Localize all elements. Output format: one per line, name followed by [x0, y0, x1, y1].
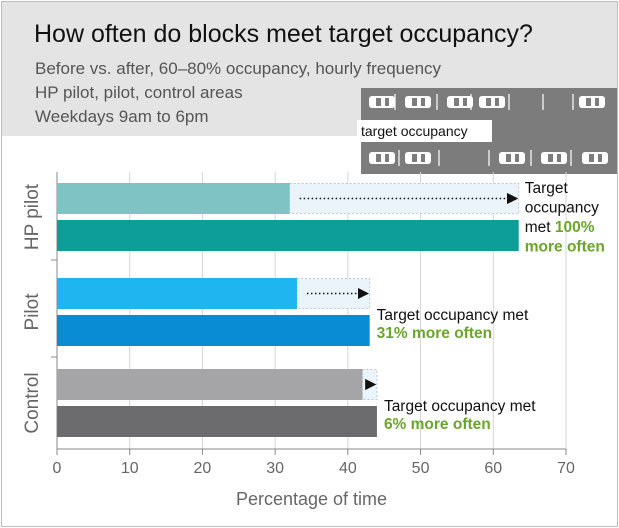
annotation-text: occupancy — [525, 200, 599, 217]
x-tick-label: 0 — [53, 460, 62, 477]
parked-car-icon — [405, 152, 431, 164]
improvement-box — [361, 369, 378, 400]
subtitle-line-3: Weekdays 9am to 6pm — [35, 107, 209, 126]
annotation-span: Target occupancy met — [384, 398, 536, 415]
annotation-span: 31% more often — [377, 325, 492, 342]
annotation-text: met 100% — [525, 219, 595, 236]
x-tick-label: 60 — [484, 460, 502, 477]
x-axis-label: Percentage of time — [236, 489, 387, 509]
chart-title: How often do blocks meet target occupanc… — [34, 20, 533, 48]
bar-before-pilot — [57, 278, 297, 309]
x-tick-label: 50 — [412, 460, 430, 477]
category-label: Control — [22, 372, 43, 433]
x-tick-label: 20 — [194, 460, 212, 477]
improvement-box — [296, 278, 371, 309]
annotation-span: Target occupancy met — [377, 307, 529, 324]
parked-car-icon — [582, 152, 608, 164]
parked-car-icon — [369, 96, 395, 108]
category-label: Pilot — [22, 293, 43, 331]
target-occupancy-label: target occupancy — [357, 120, 492, 142]
bar-after-pilot — [57, 315, 370, 346]
annotation-span: 6% more often — [384, 416, 491, 433]
parked-cars-icon — [369, 94, 608, 166]
annotation-text: Target occupancy met — [377, 307, 529, 324]
parked-car-icon — [405, 96, 431, 108]
category-label: HP pilot — [22, 183, 43, 250]
bar-after-hp-pilot — [57, 220, 519, 251]
chart-header: How often do blocks meet target occupanc… — [2, 2, 617, 136]
annotation-text: more often — [525, 239, 605, 256]
parked-car-icon — [369, 152, 395, 164]
x-tick-label: 10 — [121, 460, 139, 477]
annotation-span: Target — [525, 180, 569, 197]
annotation-span: occupancy — [525, 200, 599, 217]
parked-car-icon — [479, 96, 505, 108]
annotation-highlight: 100% — [555, 219, 595, 236]
bar-before-control — [57, 369, 363, 400]
x-tick-label: 40 — [339, 460, 357, 477]
bar-after-control — [57, 406, 377, 437]
parked-car-icon — [579, 96, 605, 108]
annotation-text: 31% more often — [377, 325, 492, 342]
annotation-text: Target — [525, 180, 569, 197]
subtitle-line-2: HP pilot, pilot, control areas — [35, 83, 243, 102]
x-tick-label: 70 — [557, 460, 575, 477]
subtitle-line-1: Before vs. after, 60–80% occupancy, hour… — [35, 59, 442, 78]
annotation-span: more often — [525, 239, 605, 256]
bar-before-hp-pilot — [57, 183, 290, 214]
annotation-span: met — [525, 219, 555, 236]
parked-car-icon — [541, 152, 567, 164]
annotation-text: 6% more often — [384, 416, 491, 433]
parked-car-icon — [447, 96, 473, 108]
parked-car-icon — [499, 152, 525, 164]
x-tick-label: 30 — [266, 460, 284, 477]
annotation-text: Target occupancy met — [384, 398, 536, 415]
